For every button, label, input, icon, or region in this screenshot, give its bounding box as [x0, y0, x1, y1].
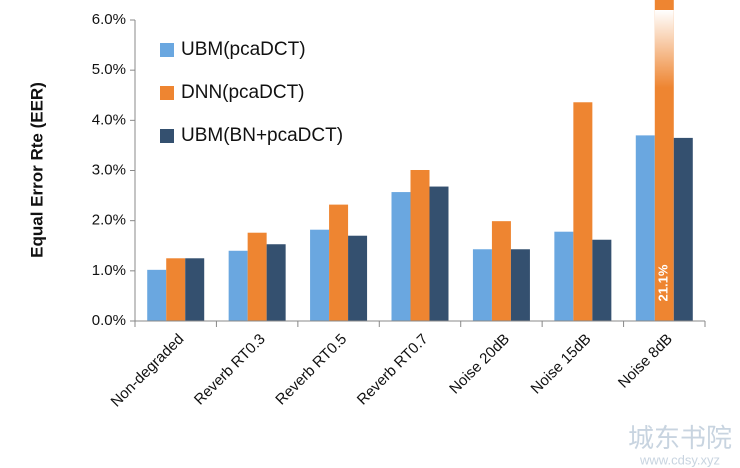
bar	[329, 204, 349, 321]
legend-swatch	[160, 86, 174, 100]
bar	[635, 135, 655, 321]
bar	[673, 137, 693, 321]
y-tick-label: 6.0%	[92, 11, 126, 28]
bar	[166, 258, 186, 321]
bar	[510, 249, 530, 321]
bar	[592, 239, 612, 321]
x-tick-label: Non-degraded	[108, 331, 188, 411]
bar	[472, 249, 492, 321]
y-tick-label: 3.0%	[92, 161, 126, 178]
x-tick-label: Noise 8dB	[615, 331, 676, 392]
bar	[554, 231, 574, 321]
plot-area	[147, 0, 693, 322]
y-tick-label: 4.0%	[92, 111, 126, 128]
y-tick-label: 2.0%	[92, 212, 126, 229]
legend-label: UBM(pcaDCT)	[181, 39, 306, 60]
y-tick-label: 1.0%	[92, 262, 126, 279]
watermark: 城东书院	[628, 423, 732, 453]
legend-swatch	[160, 43, 174, 57]
bar	[391, 192, 411, 321]
bar	[348, 235, 368, 321]
x-tick-label: Reverb RT0.5	[272, 331, 350, 409]
bar	[410, 169, 430, 321]
legend-swatch	[160, 129, 174, 143]
bar-fade	[654, 10, 674, 321]
bar	[185, 258, 205, 321]
legend-label: UBM(BN+pcaDCT)	[181, 125, 343, 146]
legend-label: DNN(pcaDCT)	[181, 82, 305, 103]
bar	[228, 250, 248, 321]
watermark-url: www.cdsy.xyz	[639, 452, 720, 467]
x-tick-label: Noise 20dB	[446, 331, 513, 398]
bar	[147, 269, 167, 321]
x-tick-label: Reverb RT0.3	[191, 331, 269, 409]
y-tick-label: 0.0%	[92, 312, 126, 329]
y-tick-label: 5.0%	[92, 61, 126, 78]
x-tick-label: Reverb RT0.7	[354, 331, 432, 409]
bar	[266, 244, 286, 321]
value-label: 21.1%	[656, 264, 671, 301]
y-axis-label: Equal Error Rte (EER)	[27, 82, 46, 258]
bar	[491, 221, 511, 321]
bar	[247, 232, 267, 321]
bar	[429, 186, 449, 321]
bar	[573, 102, 593, 321]
x-tick-label: Noise 15dB	[528, 331, 595, 398]
bar	[310, 229, 330, 321]
